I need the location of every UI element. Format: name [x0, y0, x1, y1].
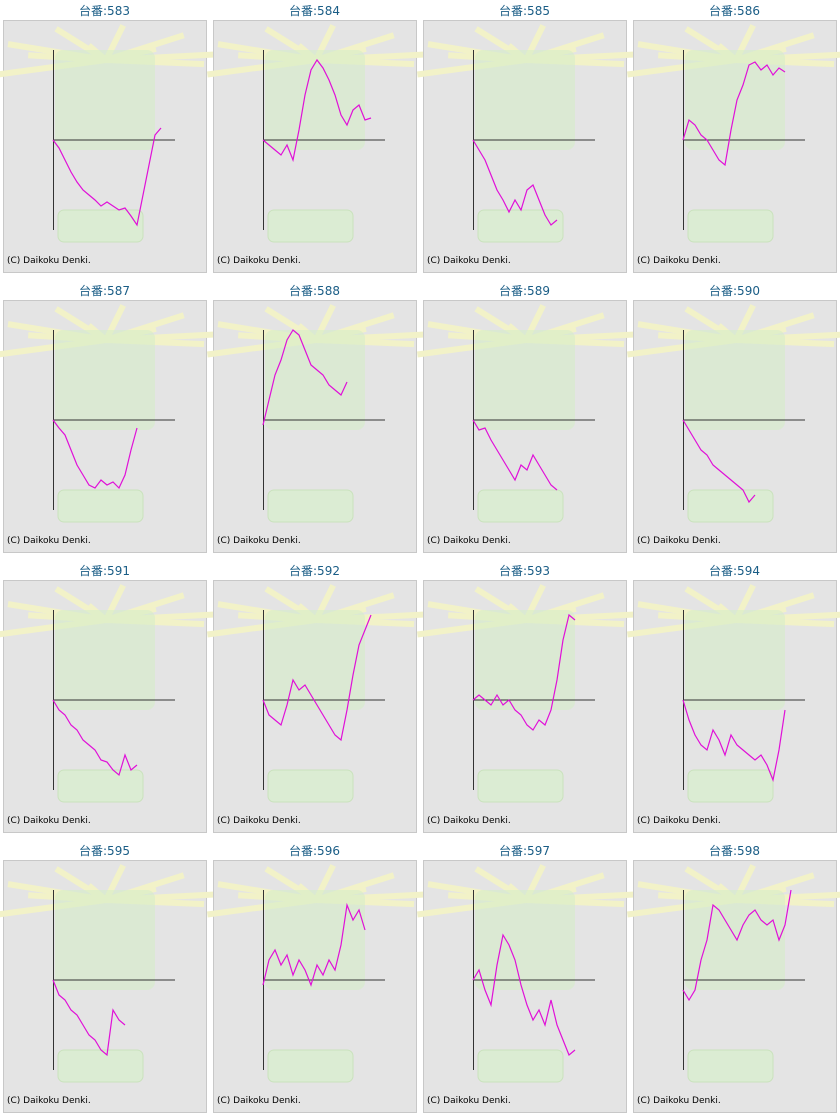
chart-title: 台番:587 [79, 283, 130, 298]
credit: (C) Daikoku Denki. [637, 816, 721, 826]
line [472, 419, 558, 491]
line [52, 127, 162, 227]
chart-panel: 台番:592 (C) Daikoku Denki. [206, 563, 425, 833]
chart-panel: 台番:591 (C) Daikoku Denki. [0, 563, 215, 833]
chart-title: 台番:588 [289, 283, 340, 298]
decor-machine [265, 330, 365, 430]
chart-panel: 台番:596 (C) Daikoku Denki. [206, 843, 425, 1113]
chart-panel: 台番:585 (C) Daikoku Denki. [416, 3, 635, 273]
decor-tray [477, 209, 564, 243]
chart-title: 台番:598 [709, 843, 760, 858]
decor-tray [687, 489, 774, 523]
decor-tray [687, 769, 774, 803]
decor-machine [265, 50, 365, 150]
chart-title: 台番:594 [709, 563, 760, 578]
credit: (C) Daikoku Denki. [7, 816, 91, 826]
line [262, 614, 372, 742]
decor-tray [267, 209, 354, 243]
chart-panel: 台番:595 (C) Daikoku Denki. [0, 843, 215, 1113]
decor-tray [57, 769, 144, 803]
decor-tray [57, 489, 144, 523]
chart-title: 台番:595 [79, 843, 130, 858]
decor-machine [685, 50, 785, 150]
chart-panel: 台番:593 (C) Daikoku Denki. [416, 563, 635, 833]
chart-title: 台番:584 [289, 3, 340, 18]
chart-title: 台番:583 [79, 3, 130, 18]
credit: (C) Daikoku Denki. [427, 1096, 511, 1106]
chart-title: 台番:586 [709, 3, 760, 18]
decor-tray [267, 489, 354, 523]
credit: (C) Daikoku Denki. [427, 536, 511, 546]
decor-tray [477, 489, 564, 523]
decor-tray [267, 1049, 354, 1083]
decor-machine [55, 610, 155, 710]
line [472, 139, 558, 226]
chart-panel: 台番:588 (C) Daikoku Denki. [206, 283, 425, 553]
decor-machine [55, 50, 155, 150]
chart-title: 台番:590 [709, 283, 760, 298]
credit: (C) Daikoku Denki. [217, 536, 301, 546]
decor-machine [265, 890, 365, 990]
chart-title: 台番:592 [289, 563, 340, 578]
line [682, 61, 786, 167]
decor-machine [55, 890, 155, 990]
line [472, 613, 576, 731]
decor-machine [475, 610, 575, 710]
chart-panel: 台番:584 (C) Daikoku Denki. [206, 3, 425, 273]
decor-machine [265, 610, 365, 710]
credit: (C) Daikoku Denki. [427, 816, 511, 826]
chart-panel: 台番:594 (C) Daikoku Denki. [626, 563, 840, 833]
decor-machine [475, 890, 575, 990]
decor-machine [685, 890, 785, 990]
decor-tray [687, 1049, 774, 1083]
chart-panel: 台番:586 (C) Daikoku Denki. [626, 3, 840, 273]
chart-title: 台番:591 [79, 563, 130, 578]
credit: (C) Daikoku Denki. [7, 256, 91, 266]
line [262, 902, 366, 987]
decor-tray [57, 209, 144, 243]
decor-tray [687, 209, 774, 243]
line [52, 699, 138, 777]
decor-tray [57, 1049, 144, 1083]
chart-title: 台番:589 [499, 283, 550, 298]
chart-panel: 台番:590 (C) Daikoku Denki. [626, 283, 840, 553]
decor-tray [267, 769, 354, 803]
chart-panel: 台番:598 (C) Daikoku Denki. [626, 843, 840, 1113]
chart-title: 台番:597 [499, 843, 550, 858]
credit: (C) Daikoku Denki. [637, 1096, 721, 1106]
chart-panel: 台番:589 (C) Daikoku Denki. [416, 283, 635, 553]
credit: (C) Daikoku Denki. [7, 1096, 91, 1106]
credit: (C) Daikoku Denki. [217, 816, 301, 826]
decor-machine [475, 50, 575, 150]
decor-tray [477, 769, 564, 803]
line [52, 419, 138, 490]
chart-panel: 台番:587 (C) Daikoku Denki. [0, 283, 215, 553]
credit: (C) Daikoku Denki. [427, 256, 511, 266]
line [682, 699, 786, 783]
line [682, 419, 756, 504]
line [262, 329, 348, 426]
chart-panel: 台番:583 (C) Daikoku Denki. [0, 3, 215, 273]
credit: (C) Daikoku Denki. [7, 536, 91, 546]
credit: (C) Daikoku Denki. [637, 256, 721, 266]
chart-panel: 台番:597 (C) Daikoku Denki. [416, 843, 635, 1113]
line [262, 58, 372, 163]
chart-title: 台番:585 [499, 3, 550, 18]
line [682, 889, 792, 1002]
decor-machine [685, 610, 785, 710]
credit: (C) Daikoku Denki. [637, 536, 721, 546]
decor-machine [475, 330, 575, 430]
decor-machine [685, 330, 785, 430]
decor-tray [477, 1049, 564, 1083]
line [472, 933, 576, 1056]
credit: (C) Daikoku Denki. [217, 1096, 301, 1106]
line [52, 979, 126, 1057]
credit: (C) Daikoku Denki. [217, 256, 301, 266]
decor-machine [55, 330, 155, 430]
chart-title: 台番:593 [499, 563, 550, 578]
chart-title: 台番:596 [289, 843, 340, 858]
